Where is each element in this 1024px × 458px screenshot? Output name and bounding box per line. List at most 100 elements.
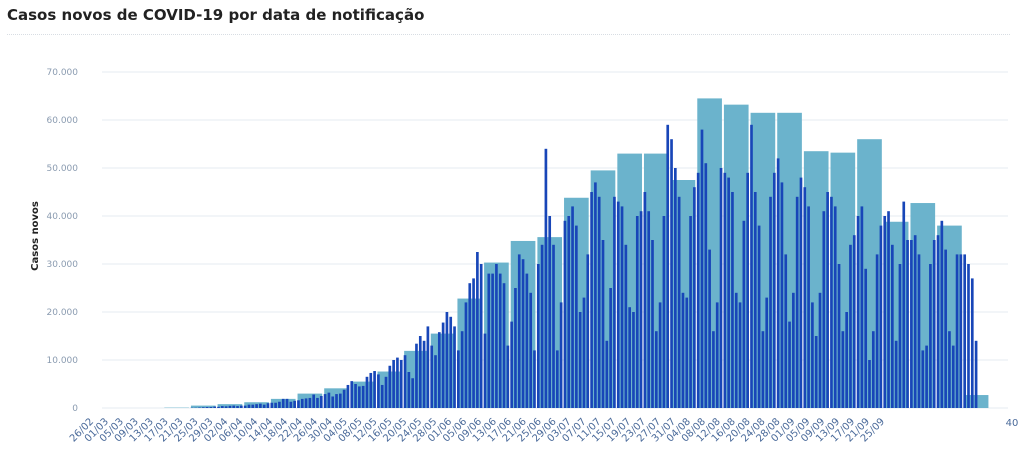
daily-bar bbox=[392, 360, 395, 408]
daily-bar bbox=[278, 401, 281, 408]
daily-bar bbox=[715, 302, 719, 408]
daily-bar bbox=[841, 331, 845, 408]
y-axis-label: Casos novos bbox=[30, 201, 41, 271]
daily-bar bbox=[571, 206, 574, 408]
daily-bar bbox=[548, 216, 552, 408]
daily-bar bbox=[449, 316, 453, 408]
daily-bar bbox=[369, 372, 373, 408]
y-tick-label: 10.000 bbox=[47, 356, 79, 366]
daily-bar bbox=[517, 254, 521, 408]
daily-bar bbox=[297, 400, 300, 408]
daily-bar bbox=[845, 312, 848, 408]
daily-bar bbox=[350, 381, 354, 408]
daily-bar bbox=[940, 220, 944, 408]
daily-bar bbox=[974, 340, 978, 408]
daily-bar bbox=[833, 206, 837, 408]
daily-bar bbox=[887, 211, 890, 408]
daily-bar bbox=[201, 407, 205, 408]
daily-bar bbox=[670, 139, 673, 408]
daily-bar bbox=[338, 393, 342, 408]
daily-bar bbox=[213, 406, 217, 408]
daily-bar bbox=[742, 220, 746, 408]
daily-bar bbox=[799, 177, 803, 408]
daily-bar bbox=[746, 172, 750, 408]
daily-bar bbox=[674, 168, 677, 408]
daily-bar bbox=[285, 398, 289, 408]
daily-bar bbox=[605, 340, 609, 408]
daily-bar bbox=[681, 292, 685, 408]
daily-bar bbox=[788, 321, 791, 408]
daily-bar bbox=[955, 254, 959, 408]
daily-bar bbox=[266, 403, 270, 408]
daily-bar bbox=[624, 244, 628, 408]
daily-bar bbox=[677, 196, 681, 408]
daily-bar bbox=[567, 216, 571, 408]
daily-bar bbox=[879, 225, 883, 408]
daily-bar bbox=[868, 360, 871, 408]
daily-bar bbox=[365, 376, 369, 408]
daily-bar bbox=[396, 357, 399, 408]
daily-bar bbox=[738, 302, 742, 408]
daily-bar bbox=[361, 385, 365, 408]
daily-bar bbox=[613, 196, 616, 408]
daily-bar bbox=[807, 206, 810, 408]
daily-bar bbox=[300, 398, 304, 408]
daily-bar bbox=[525, 273, 529, 408]
daily-bar bbox=[445, 312, 449, 408]
daily-bar bbox=[434, 355, 437, 408]
daily-bar bbox=[388, 365, 392, 408]
daily-bar bbox=[963, 254, 967, 408]
daily-bar bbox=[913, 235, 917, 408]
daily-bar bbox=[342, 389, 346, 408]
daily-bar bbox=[415, 343, 418, 408]
daily-bar bbox=[765, 297, 769, 408]
daily-bar bbox=[628, 307, 631, 408]
daily-bar bbox=[259, 403, 262, 408]
daily-bar bbox=[308, 397, 312, 408]
daily-bar bbox=[422, 340, 426, 408]
daily-bar bbox=[418, 336, 422, 408]
daily-bar bbox=[693, 187, 696, 408]
daily-bar bbox=[289, 401, 293, 408]
daily-bar bbox=[932, 240, 936, 408]
daily-bar bbox=[487, 273, 491, 408]
daily-bar bbox=[578, 312, 582, 408]
daily-bar bbox=[685, 297, 689, 408]
daily-bar bbox=[795, 196, 799, 408]
daily-bar bbox=[666, 124, 670, 409]
daily-bar bbox=[898, 264, 902, 408]
daily-bar bbox=[476, 252, 479, 408]
daily-bar bbox=[316, 397, 319, 408]
y-tick-label: 40.000 bbox=[47, 212, 79, 222]
daily-bar bbox=[620, 206, 624, 408]
y-tick-label: 70.000 bbox=[47, 68, 79, 78]
daily-bar bbox=[468, 283, 472, 408]
title-divider bbox=[7, 34, 1010, 35]
daily-bar bbox=[437, 332, 441, 408]
daily-bar bbox=[921, 350, 925, 408]
daily-bar bbox=[658, 302, 662, 408]
daily-bar bbox=[544, 148, 548, 409]
daily-bar bbox=[902, 201, 906, 408]
daily-bar bbox=[700, 129, 704, 408]
daily-bar bbox=[632, 312, 635, 408]
weekly-bar bbox=[190, 405, 216, 408]
daily-bar bbox=[506, 345, 510, 408]
daily-bar bbox=[262, 404, 266, 408]
daily-bar bbox=[917, 254, 921, 408]
daily-bar bbox=[411, 378, 414, 408]
daily-bar bbox=[590, 192, 593, 408]
daily-bar bbox=[479, 264, 483, 408]
daily-bar bbox=[270, 402, 274, 408]
daily-bar bbox=[312, 394, 316, 408]
daily-bar bbox=[457, 350, 460, 408]
daily-bar bbox=[959, 254, 963, 408]
daily-bar bbox=[830, 196, 833, 408]
daily-bar bbox=[891, 244, 894, 408]
daily-bar bbox=[792, 292, 795, 408]
daily-bar bbox=[894, 340, 898, 408]
daily-bar bbox=[472, 278, 475, 408]
daily-bar bbox=[704, 163, 708, 408]
daily-bar bbox=[784, 254, 788, 408]
